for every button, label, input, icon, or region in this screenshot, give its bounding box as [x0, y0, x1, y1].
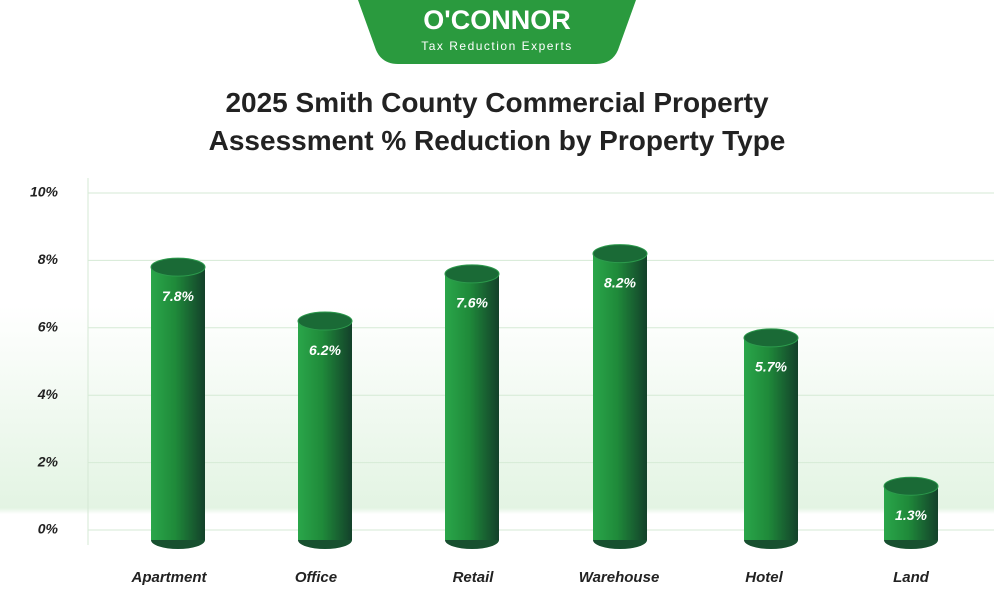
- bar-top: [444, 264, 500, 284]
- value-label: 8.2%: [604, 274, 636, 290]
- value-label: 7.8%: [162, 288, 194, 304]
- bar: [445, 273, 499, 540]
- bar: [298, 321, 352, 540]
- y-tick-label: 2%: [37, 453, 59, 469]
- logo-tagline: Tax Reduction Experts: [421, 39, 573, 53]
- y-tick-label: 6%: [38, 319, 59, 335]
- x-tick-label: Hotel: [745, 569, 783, 586]
- bar-top: [743, 328, 799, 348]
- y-tick-label: 0%: [38, 521, 59, 537]
- x-tick-label: Office: [295, 569, 337, 586]
- logo-badge: [358, 0, 636, 64]
- bar-top: [883, 476, 939, 496]
- y-tick-label: 8%: [38, 251, 59, 267]
- x-tick-label: Land: [893, 569, 930, 586]
- y-tick-label: 4%: [37, 386, 59, 402]
- bar: [744, 337, 798, 540]
- bar: [151, 267, 205, 540]
- logo-name: O'CONNOR: [423, 5, 570, 35]
- chart-title: 2025 Smith County Commercial Property As…: [208, 87, 786, 156]
- bar-top: [297, 311, 353, 331]
- bar-top: [150, 257, 206, 277]
- value-label: 5.7%: [755, 359, 787, 375]
- x-tick-label: Retail: [453, 569, 495, 586]
- value-label: 7.6%: [456, 295, 488, 311]
- x-tick-label: Warehouse: [579, 569, 660, 586]
- bar: [593, 253, 647, 540]
- y-tick-label: 10%: [30, 184, 59, 200]
- value-label: 6.2%: [309, 342, 341, 358]
- value-label: 1.3%: [895, 507, 927, 523]
- bar-top: [592, 244, 648, 264]
- x-tick-label: Apartment: [130, 569, 207, 586]
